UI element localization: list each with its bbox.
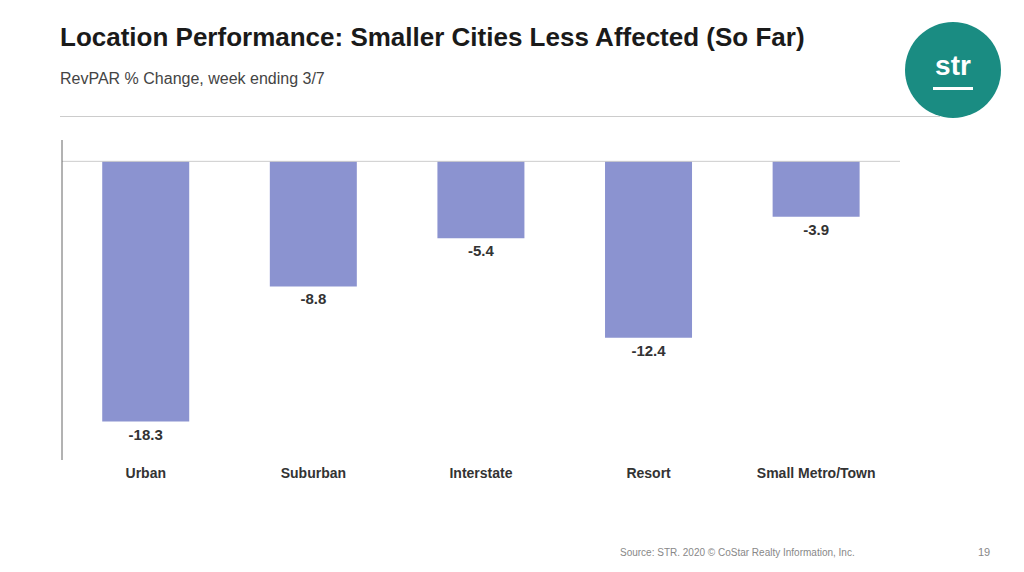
html-text:Source: STR. 2020 © CoStar Rea: Source: STR. 2020 © CoStar Realty Inform…	[620, 547, 855, 558]
svg-text:Small Metro/Town: Small Metro/Town	[757, 465, 876, 481]
html-text:str: str	[935, 49, 971, 81]
svg-text:-12.4: -12.4	[631, 342, 666, 359]
svg-text:-5.4: -5.4	[468, 242, 495, 259]
html-text:RevPAR % Change, week ending 3: RevPAR % Change, week ending 3/7	[60, 70, 325, 87]
svg-text:Suburban: Suburban	[281, 465, 346, 481]
svg-text:Urban: Urban	[126, 465, 166, 481]
html-text:19: 19	[978, 546, 991, 558]
html-text:Location Performance: Smaller: Location Performance: Smaller Cities Les…	[60, 22, 805, 52]
svg-text:-8.8: -8.8	[300, 290, 326, 307]
svg-text:Resort: Resort	[626, 465, 671, 481]
svg-text:-18.3: -18.3	[129, 426, 163, 443]
svg-text:Interstate: Interstate	[449, 465, 512, 481]
svg-text:-3.9: -3.9	[803, 221, 829, 238]
